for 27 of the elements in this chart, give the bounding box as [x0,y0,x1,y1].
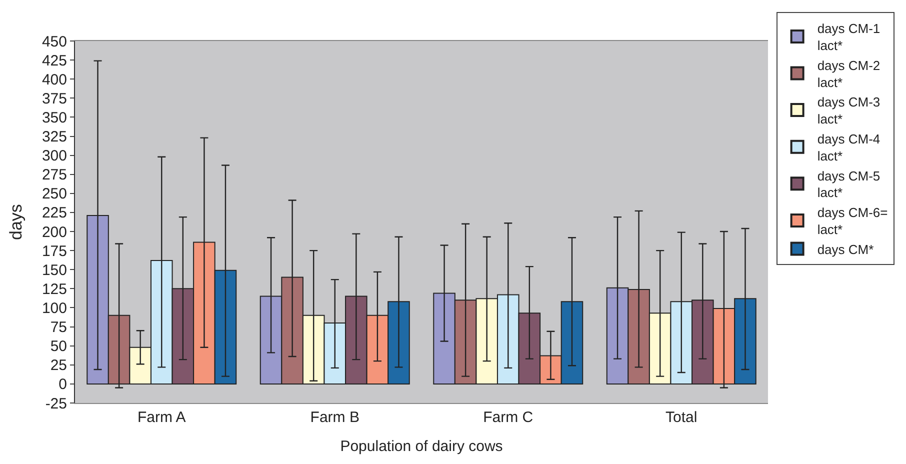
y-tick-label: 100 [42,300,67,317]
y-axis-title: days [6,204,26,240]
y-tick-label: 250 [42,186,67,203]
x-tick-label: Total [666,409,698,426]
x-tick-label: Farm C [483,409,534,426]
y-tick-label: -25 [45,395,67,412]
y-tick-label: 0 [58,376,67,394]
y-tick-label: 375 [42,90,67,108]
y-tick-label: 125 [42,280,67,298]
y-tick-label: 25 [50,357,67,374]
y-tick-label: 325 [42,128,67,146]
y-tick-label: 200 [42,224,67,241]
y-tick-label: 300 [42,148,67,165]
y-tick-label: 350 [42,109,67,126]
y-tick-label: 450 [42,33,67,50]
x-tick-label: Farm B [310,409,360,426]
y-tick-label: 400 [42,71,67,88]
y-tick-label: 425 [42,52,67,70]
y-tick-label: 150 [42,262,67,279]
y-tick-label: 175 [42,242,67,260]
legend-label: days CM* [817,242,874,257]
y-tick-label: 275 [42,166,67,184]
y-tick-label: 225 [42,204,67,222]
x-axis-title: Population of dairy cows [340,438,503,455]
x-tick-label: Farm A [137,409,186,426]
y-tick-label: 50 [50,338,67,356]
y-tick-label: 75 [50,319,67,336]
